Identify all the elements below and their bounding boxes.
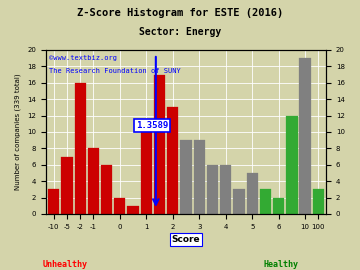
Bar xyxy=(273,198,284,214)
Bar xyxy=(154,75,165,214)
Bar xyxy=(75,83,86,214)
Text: Healthy: Healthy xyxy=(263,260,298,269)
Bar xyxy=(194,140,205,214)
Bar xyxy=(207,165,218,214)
Bar xyxy=(141,124,152,214)
X-axis label: Score: Score xyxy=(172,235,201,244)
Bar xyxy=(48,189,59,214)
Y-axis label: Number of companies (339 total): Number of companies (339 total) xyxy=(15,74,22,190)
Text: Sector: Energy: Sector: Energy xyxy=(139,27,221,37)
Text: Z-Score Histogram for ESTE (2016): Z-Score Histogram for ESTE (2016) xyxy=(77,8,283,18)
Bar xyxy=(247,173,258,214)
Bar xyxy=(260,189,271,214)
Bar xyxy=(286,116,297,214)
Text: The Research Foundation of SUNY: The Research Foundation of SUNY xyxy=(49,68,180,74)
Bar xyxy=(61,157,73,214)
Bar xyxy=(101,165,112,214)
Bar xyxy=(233,189,244,214)
Bar xyxy=(220,165,231,214)
Bar xyxy=(313,189,324,214)
Bar xyxy=(127,206,139,214)
Bar xyxy=(300,58,311,214)
Text: ©www.textbiz.org: ©www.textbiz.org xyxy=(49,55,117,61)
Bar xyxy=(114,198,126,214)
Bar xyxy=(180,140,192,214)
Text: Unhealthy: Unhealthy xyxy=(42,260,87,269)
Bar xyxy=(88,148,99,214)
Text: 1.3589: 1.3589 xyxy=(136,121,168,130)
Bar xyxy=(167,107,179,214)
